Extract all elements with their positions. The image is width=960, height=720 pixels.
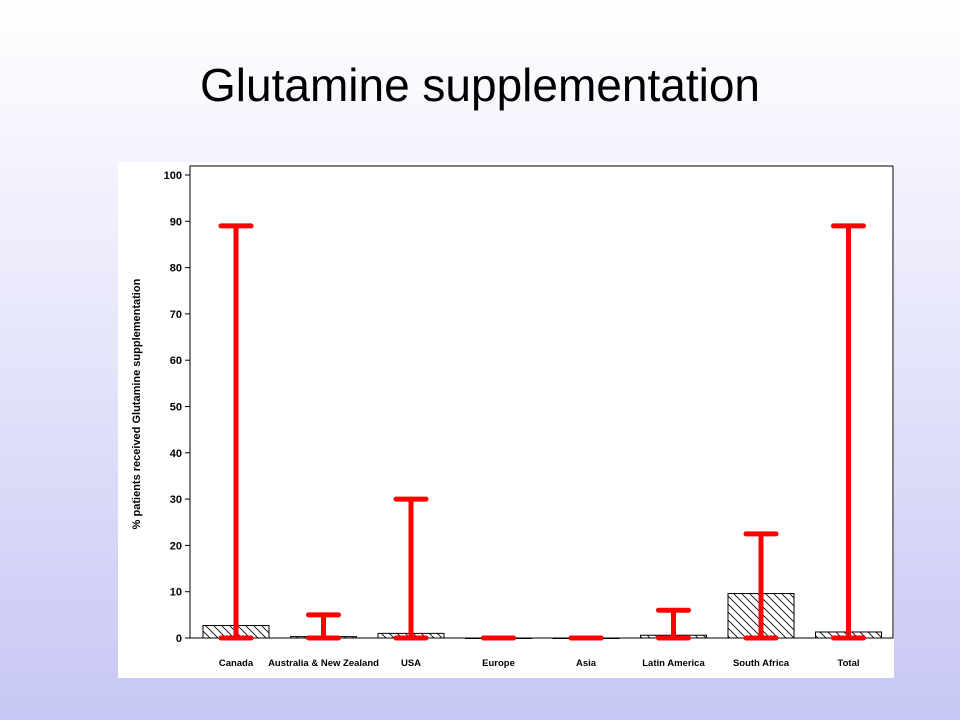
y-tick-label: 60	[170, 355, 182, 367]
y-tick-label: 20	[170, 540, 182, 552]
x-axis: Canada Australia & New Zealand USA Europe As…	[219, 658, 860, 669]
x-tick-label: USA	[401, 658, 421, 669]
plot-frame	[189, 165, 894, 639]
y-tick-label: 70	[170, 309, 182, 321]
bar-chart: 0 10 20 30 40 50 60 70 80 90 100 Canada Australia &…	[131, 165, 894, 669]
y-tick-label: 80	[170, 263, 182, 275]
error-bars-layer	[218, 223, 866, 641]
x-tick-label: Europe	[482, 658, 515, 669]
y-tick-label: 90	[170, 216, 182, 228]
y-tick-label: 50	[170, 402, 182, 414]
y-axis-title: % patients received Glutamine supplement…	[131, 278, 143, 529]
x-tick-label: Canada	[219, 658, 254, 669]
x-tick-label: Australia & New Zealand	[268, 658, 379, 669]
slide-title: Glutamine supplementation	[200, 59, 760, 111]
y-tick-label: 100	[164, 170, 182, 182]
bars-layer	[202, 593, 882, 639]
y-tick-label: 0	[176, 633, 182, 645]
x-tick-label: Total	[838, 658, 860, 669]
y-tick-label: 40	[170, 448, 182, 460]
y-axis: 0 10 20 30 40 50 60 70 80 90 100	[164, 170, 190, 645]
x-tick-label: Latin America	[642, 658, 705, 669]
chart-panel: 0 10 20 30 40 50 60 70 80 90 100 Canada Australia &…	[118, 162, 894, 678]
y-tick-label: 10	[170, 587, 182, 599]
x-tick-label: South Africa	[733, 658, 790, 669]
x-tick-label: Asia	[576, 658, 597, 669]
y-tick-label: 30	[170, 494, 182, 506]
